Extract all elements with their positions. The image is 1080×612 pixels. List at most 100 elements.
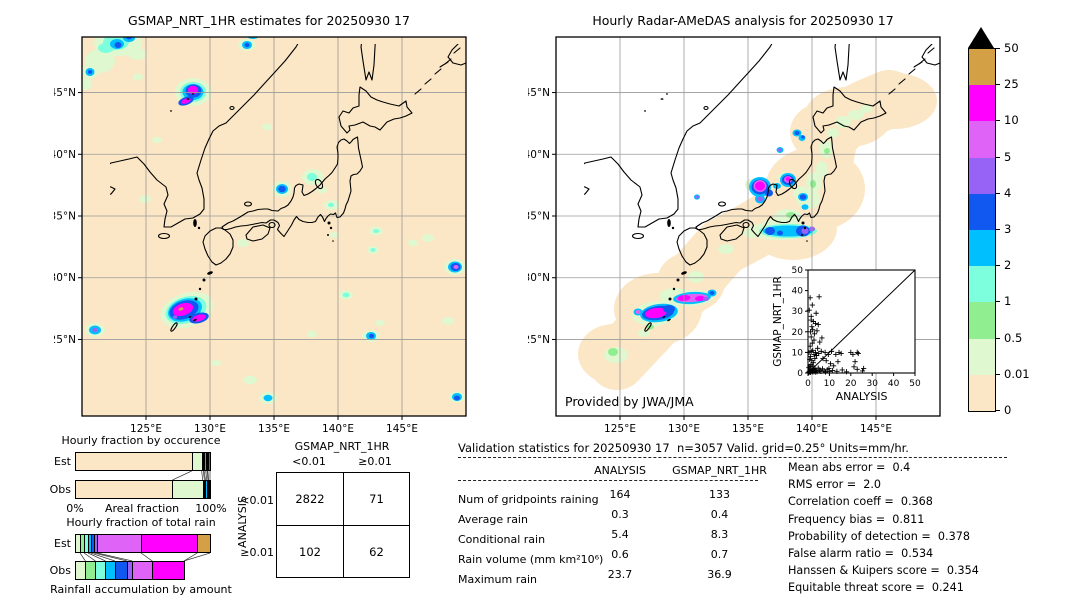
bar-segment-3-4	[90, 535, 95, 552]
bar-segment-1-2	[84, 535, 89, 552]
colorbar-segment	[969, 85, 995, 122]
validation-analysis-value: 0.3	[611, 508, 629, 521]
svg-text:35°N: 35°N	[54, 211, 76, 223]
bar-segment-10-25	[208, 453, 210, 470]
bar-segment-0-0.01	[76, 453, 192, 470]
colorbar-segment	[969, 49, 995, 86]
svg-text:40: 40	[792, 287, 804, 297]
validation-row-label: Maximum rain	[458, 573, 537, 586]
validation-col-gsmap: GSMAP_NRT_1HR	[672, 464, 767, 477]
bar-segment-3-4	[114, 562, 127, 579]
validation-metric: Frequency bias = 0.811	[788, 512, 925, 526]
bar-segment-5-10	[97, 535, 141, 552]
svg-text:20: 20	[792, 328, 804, 338]
scatter-points	[806, 294, 867, 376]
validation-row: Num of gridpoints raining 164 133	[458, 488, 788, 508]
svg-text:40°N: 40°N	[54, 149, 76, 161]
colorbar-label: 25	[1004, 77, 1019, 92]
bar-segment-10-25	[152, 562, 184, 579]
bar-segment-25-50	[197, 535, 210, 552]
bar-segment-0.5-1	[202, 481, 205, 498]
colorbar-overflow-triangle-icon	[968, 27, 994, 48]
validation-metric: Equitable threat score = 0.241	[788, 581, 964, 595]
colorbar-tick	[995, 301, 1000, 303]
validation-gsmap-value: 0.4	[710, 508, 729, 521]
colorbar-segment	[969, 121, 995, 158]
bar-segment-0.01-0.5	[76, 535, 81, 552]
svg-text:10: 10	[792, 348, 804, 358]
validation-analysis-value: 164	[609, 488, 631, 501]
colorbar-label: 4	[1004, 185, 1012, 200]
validation-divider-header	[458, 480, 758, 481]
totalrain-obs-bar	[75, 561, 185, 580]
svg-text:10: 10	[824, 379, 836, 389]
validation-row-label: Rain volume (mm km²10⁶)	[458, 553, 604, 566]
colorbar-segment	[969, 302, 995, 339]
svg-text:0: 0	[797, 369, 803, 379]
svg-text:135°E: 135°E	[258, 423, 290, 432]
bar-segment-2-3	[88, 535, 91, 552]
contingency-row-label-0: <0.01	[240, 494, 274, 507]
bar-segment-1-2	[204, 481, 206, 498]
bar-segment-10-25	[140, 535, 198, 552]
svg-text:130°E: 130°E	[668, 423, 700, 432]
validation-row-label: Average rain	[458, 513, 528, 526]
bar-segment-4-5	[207, 453, 209, 470]
contingency-cell-01: 71	[343, 473, 409, 525]
bar-segment-0.5-1	[80, 535, 85, 552]
svg-text:45°N: 45°N	[528, 87, 550, 99]
validation-col-analysis: ANALYSIS	[594, 464, 646, 477]
bar-segment-0-0.01	[76, 481, 173, 498]
validation-title: Validation statistics for 20250930 17 n=…	[458, 441, 909, 455]
validation-rows: Num of gridpoints raining 164 133 Average r…	[458, 488, 788, 588]
colorbar	[968, 48, 996, 412]
colorbar-segment	[969, 230, 995, 267]
bar-segment-10-25	[208, 481, 210, 498]
validation-analysis-value: 5.4	[611, 528, 629, 541]
colorbar-label: 0.01	[1004, 366, 1030, 381]
validation-gsmap-value: 8.3	[710, 528, 729, 541]
colorbar-label: 10	[1004, 113, 1019, 128]
totalrain-est-bar	[75, 534, 211, 553]
colorbar-tick	[995, 120, 1000, 122]
svg-text:135°E: 135°E	[732, 423, 764, 432]
occurrence-chart-title: Hourly fraction by occurence	[61, 434, 221, 447]
colorbar-labels: 50 25 10 5 4 3 2 1 0.5 0.01 0	[995, 42, 1055, 428]
areal-axis-100: 100%	[195, 502, 227, 515]
occurrence-est-label: Est	[54, 455, 71, 468]
colorbar-tick	[995, 337, 1000, 339]
colorbar-tick	[995, 84, 1000, 86]
svg-text:30°N: 30°N	[528, 272, 550, 284]
colorbar-segment	[969, 193, 995, 230]
colorbar-label: 2	[1004, 258, 1012, 273]
svg-text:40: 40	[888, 379, 900, 389]
map-axis-ticks: 125°E 130°E 135°E 140°E 145°E 45°N 40°N 35°N 30°…	[54, 87, 418, 432]
totalrain-est-label: Est	[54, 537, 71, 550]
svg-text:25°N: 25°N	[54, 334, 76, 346]
occurrence-est-bar	[75, 452, 211, 471]
svg-text:45°N: 45°N	[54, 87, 76, 99]
colorbar-tick	[995, 156, 1000, 158]
svg-text:50: 50	[909, 379, 921, 389]
map-axis-ticks: 125°E 130°E 135°E 140°E 145°E 45°N 40°N 35°N 30°…	[528, 87, 892, 432]
bar-segment-1-2	[95, 562, 106, 579]
colorbar-segment	[969, 266, 995, 303]
svg-text:25°N: 25°N	[528, 334, 550, 346]
validation-scatter-inset: 00 10 10 20 20 30 30 40 40 50 50 ANALYSIS GSMAP_NRT_…	[772, 266, 921, 402]
bar-segment-0.5-1	[201, 453, 204, 470]
contingency-col-label-0: <0.01	[292, 455, 326, 468]
validation-metrics: Mean abs error = 0.4 RMS error = 2.0 Corre…	[788, 461, 1048, 599]
svg-text:Provided by JWA/JMA: Provided by JWA/JMA	[565, 394, 694, 409]
svg-text:125°E: 125°E	[130, 423, 162, 432]
svg-text:50: 50	[792, 266, 804, 276]
colorbar-tick	[995, 410, 1000, 411]
svg-text:130°E: 130°E	[194, 423, 226, 432]
totalrain-chart-title: Hourly fraction of total rain	[66, 516, 216, 529]
colorbar-label: 3	[1004, 222, 1012, 236]
areal-axis-label: Areal fraction	[104, 502, 180, 515]
validation-metric: False alarm ratio = 0.534	[788, 546, 934, 560]
colorbar-label: 5	[1004, 149, 1012, 164]
bar-segment-3-4	[205, 453, 208, 470]
colorbar-tick	[995, 48, 1000, 49]
bar-segment-2-3	[204, 453, 206, 470]
